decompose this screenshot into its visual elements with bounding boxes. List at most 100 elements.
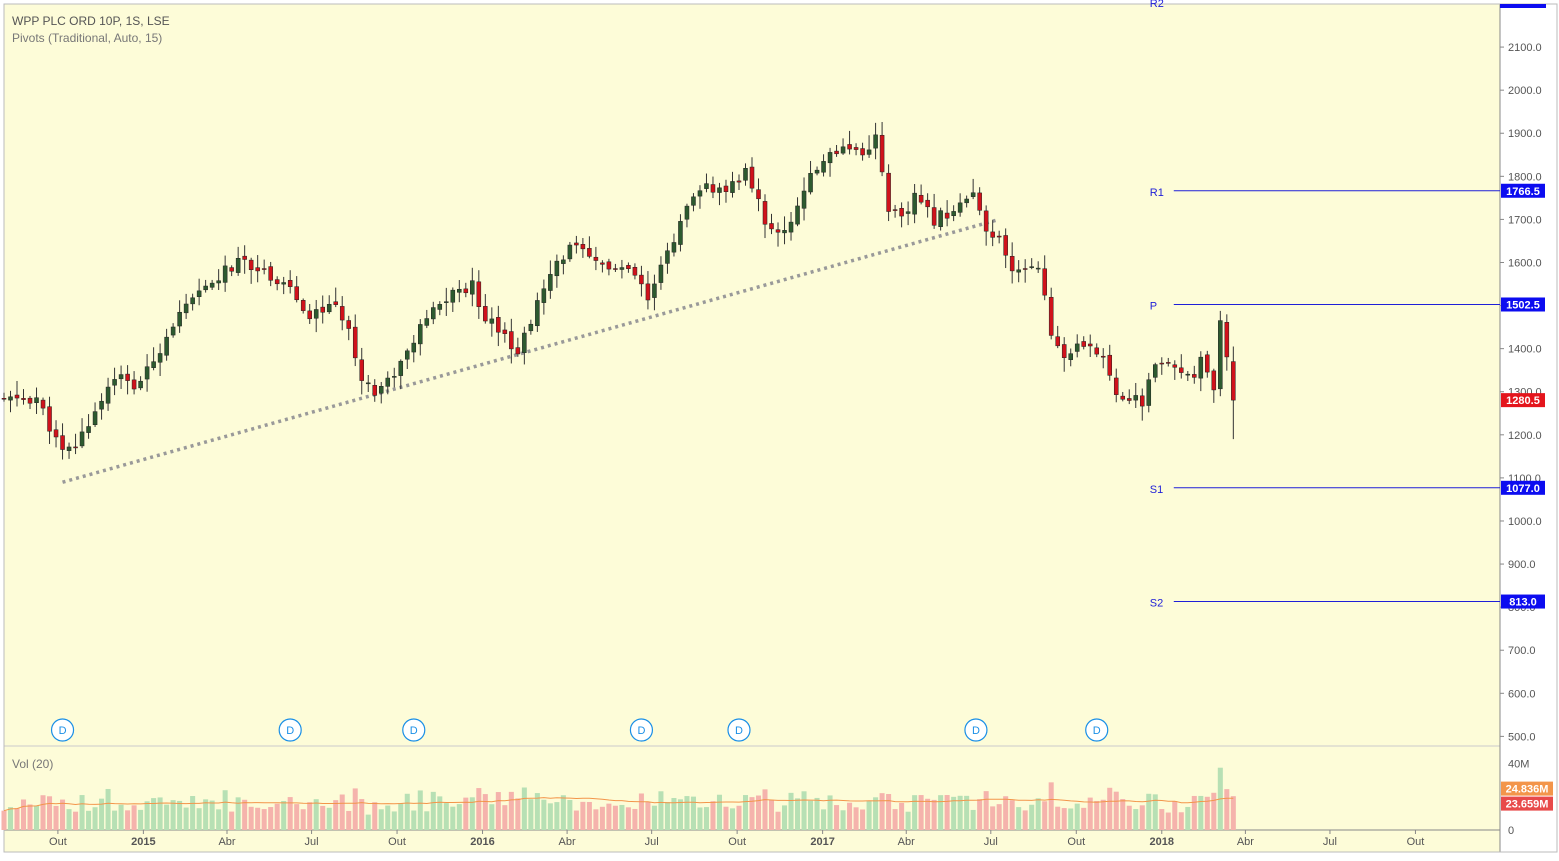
volume-bar-down	[73, 811, 79, 830]
volume-bar-up	[86, 810, 92, 830]
volume-bar-up	[1035, 798, 1041, 830]
candle-up	[470, 280, 475, 295]
volume-bar-down	[352, 788, 358, 830]
candle-up	[437, 304, 443, 310]
dividend-marker-label: D	[735, 725, 743, 737]
time-tick-label: Abr	[218, 836, 235, 848]
volume-bar-down	[762, 789, 768, 830]
volume-bar-down	[274, 803, 280, 830]
volume-bar-down	[320, 805, 326, 830]
candle-down	[899, 208, 904, 217]
volume-bar-down	[261, 809, 267, 830]
candle-down	[769, 223, 774, 230]
time-tick-label: Out	[49, 836, 67, 848]
candle-down	[1003, 235, 1008, 256]
candle-down	[515, 347, 521, 355]
price-tick-label: 1800.0	[1508, 171, 1542, 183]
volume-bar-down	[346, 810, 352, 830]
volume-bar-down	[632, 808, 638, 830]
candle-up	[795, 205, 800, 225]
volume-bar-down	[1003, 796, 1009, 830]
volume-bar-down	[47, 796, 53, 830]
candle-down	[853, 147, 859, 150]
volume-bar-up	[782, 805, 788, 830]
candle-down	[300, 300, 306, 311]
candle-down	[352, 326, 358, 359]
volume-bar-up	[66, 809, 72, 830]
time-tick-label: 2018	[1150, 836, 1174, 848]
candle-down	[762, 201, 768, 225]
volume-bar-up	[664, 802, 670, 830]
candle-down	[1166, 362, 1171, 364]
volume-bar-down	[1, 810, 7, 830]
volume-bar-down	[1165, 812, 1171, 830]
volume-bar-up	[1146, 793, 1152, 830]
volume-bar-down	[775, 811, 781, 830]
volume-bar-up	[190, 796, 196, 830]
volume-bar-down	[1009, 800, 1015, 830]
candle-up	[411, 342, 417, 353]
volume-bar-down	[20, 799, 27, 830]
candle-up	[528, 323, 534, 332]
candle-down	[1231, 361, 1236, 401]
candle-up	[444, 301, 449, 303]
volume-bar-up	[1198, 795, 1204, 830]
volume-bar-down	[1113, 791, 1119, 830]
volume-bar-up	[489, 804, 495, 830]
dividend-marker-label: D	[972, 725, 980, 737]
candle-down	[580, 244, 586, 250]
volume-bar-down	[918, 795, 924, 830]
volume-bar-up	[151, 798, 157, 830]
pivot-label: P	[1150, 300, 1157, 312]
candle-up	[730, 181, 735, 193]
volume-bar-down	[307, 802, 313, 830]
volume-bar-down	[495, 792, 501, 830]
dividend-marker-label: D	[410, 725, 418, 737]
dividend-marker-label: D	[286, 725, 294, 737]
candle-up	[912, 192, 917, 215]
candle-up	[671, 242, 677, 253]
volume-bar-down	[463, 797, 469, 830]
candle-down	[1172, 364, 1178, 368]
candle-down	[749, 166, 755, 189]
price-pane-background	[4, 4, 1500, 745]
candle-up	[105, 386, 111, 404]
volume-bar-down	[860, 809, 866, 830]
candle-down	[346, 320, 351, 329]
price-tick-label: 2100.0	[1508, 42, 1542, 54]
candle-down	[1048, 296, 1054, 336]
volume-bar-down	[27, 804, 33, 830]
volume-bar-up	[222, 790, 228, 830]
volume-bar-down	[586, 801, 592, 830]
volume-bar-up	[112, 810, 118, 830]
candle-up	[665, 250, 670, 264]
volume-bar-down	[755, 795, 762, 830]
candle-down	[496, 317, 501, 333]
time-tick-label: 2015	[131, 836, 155, 848]
candle-down	[268, 266, 273, 281]
pivot-badge-label: 1766.5	[1506, 186, 1540, 198]
volume-bar-up	[385, 805, 391, 830]
trendline	[62, 217, 1000, 484]
volume-bar-up	[801, 791, 807, 830]
volume-bar-up	[1133, 809, 1139, 830]
volume-bar-down	[645, 801, 651, 830]
candle-down	[261, 268, 267, 270]
candle-down	[1061, 344, 1067, 358]
volume-bar-up	[443, 803, 449, 830]
volume-bar-up	[703, 807, 709, 830]
candle-down	[1009, 255, 1015, 272]
volume-bar-up	[281, 800, 287, 830]
candle-down	[834, 150, 839, 155]
volume-bar-down	[1048, 782, 1054, 830]
volume-bar-down	[333, 800, 339, 830]
candle-up	[313, 309, 319, 319]
volume-bar-down	[502, 805, 508, 830]
candle-down	[1055, 336, 1060, 347]
candle-down	[53, 429, 59, 438]
candle-down	[60, 435, 65, 450]
volume-bar-down	[1081, 807, 1087, 830]
pivot-badge-label: 1502.5	[1506, 299, 1540, 311]
candle-up	[704, 183, 709, 189]
volume-bar-up	[697, 807, 703, 830]
